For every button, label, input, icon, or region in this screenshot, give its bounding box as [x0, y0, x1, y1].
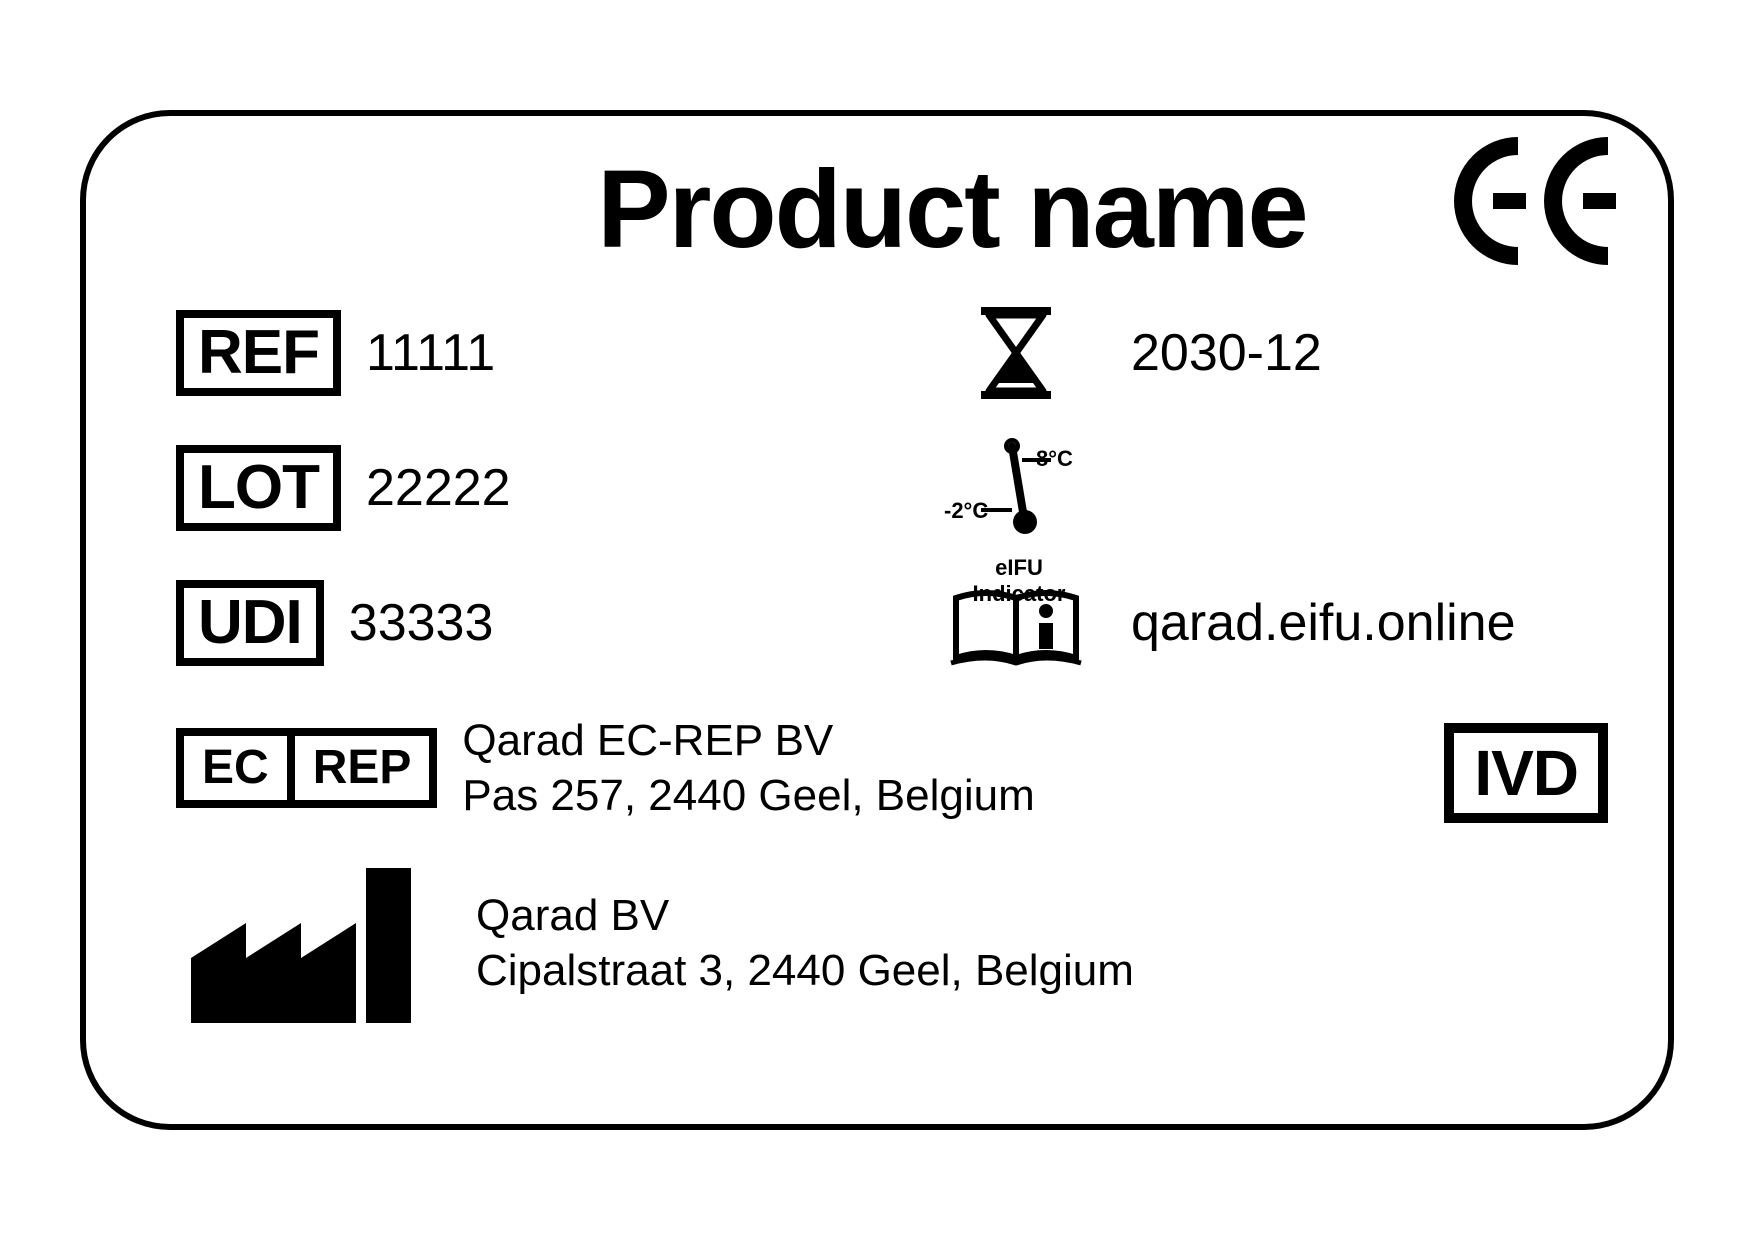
expiry-cell: 2030-12 [926, 303, 1618, 403]
expiry-value: 2030-12 [1131, 323, 1322, 383]
ce-mark-icon [1448, 136, 1628, 271]
ref-value: 11111 [366, 323, 495, 383]
product-title: Product name [597, 146, 1306, 273]
info-grid: REF 11111 2030-12 LOT 22222 -2°C [176, 303, 1618, 673]
lot-value: 22222 [366, 458, 511, 518]
manufacturer-name: Qarad BV [476, 888, 1134, 943]
manufacturer-row: Qarad BV Cipalstraat 3, 2440 Geel, Belgi… [176, 858, 1618, 1028]
lot-cell: LOT 22222 [176, 438, 926, 538]
eifu-url: qarad.eifu.online [1131, 593, 1516, 653]
hourglass-icon [926, 303, 1106, 403]
eifu-header-label: eIFU Indicator [954, 555, 1084, 607]
eifu-cell: eIFU Indicator qarad.eifu.online [926, 573, 1618, 673]
udi-label: UDI [176, 580, 324, 666]
ecrep-address: Pas 257, 2440 Geel, Belgium [462, 768, 1034, 823]
manufacturer-address-block: Qarad BV Cipalstraat 3, 2440 Geel, Belgi… [476, 888, 1134, 998]
ref-label: REF [176, 310, 341, 396]
lot-label: LOT [176, 445, 341, 531]
ecrep-right-label: REP [295, 736, 430, 800]
title-row: Product name [136, 146, 1618, 273]
temp-low-label: -2°C [944, 498, 988, 524]
product-label-card: Product name REF 11111 [80, 110, 1674, 1130]
factory-icon [176, 858, 451, 1028]
ref-cell: REF 11111 [176, 303, 926, 403]
udi-value: 33333 [349, 593, 494, 653]
ecrep-name: Qarad EC-REP BV [462, 713, 1034, 768]
ecrep-row: EC REP Qarad EC-REP BV Pas 257, 2440 Gee… [176, 713, 1618, 823]
udi-cell: UDI 33333 [176, 573, 926, 673]
manufacturer-address: Cipalstraat 3, 2440 Geel, Belgium [476, 943, 1134, 998]
ivd-label-box: IVD [1444, 723, 1608, 823]
ecrep-address-block: Qarad EC-REP BV Pas 257, 2440 Geel, Belg… [462, 713, 1034, 823]
bottom-section: EC REP Qarad EC-REP BV Pas 257, 2440 Gee… [176, 713, 1618, 1028]
temperature-cell: -2°C 8°C [926, 438, 1618, 538]
thermometer-icon: -2°C 8°C [926, 438, 1106, 538]
eifu-indicator-icon: eIFU Indicator [926, 573, 1106, 673]
temp-high-label: 8°C [1036, 446, 1073, 472]
ecrep-left-label: EC [184, 736, 295, 800]
ecrep-box-icon: EC REP [176, 728, 437, 808]
